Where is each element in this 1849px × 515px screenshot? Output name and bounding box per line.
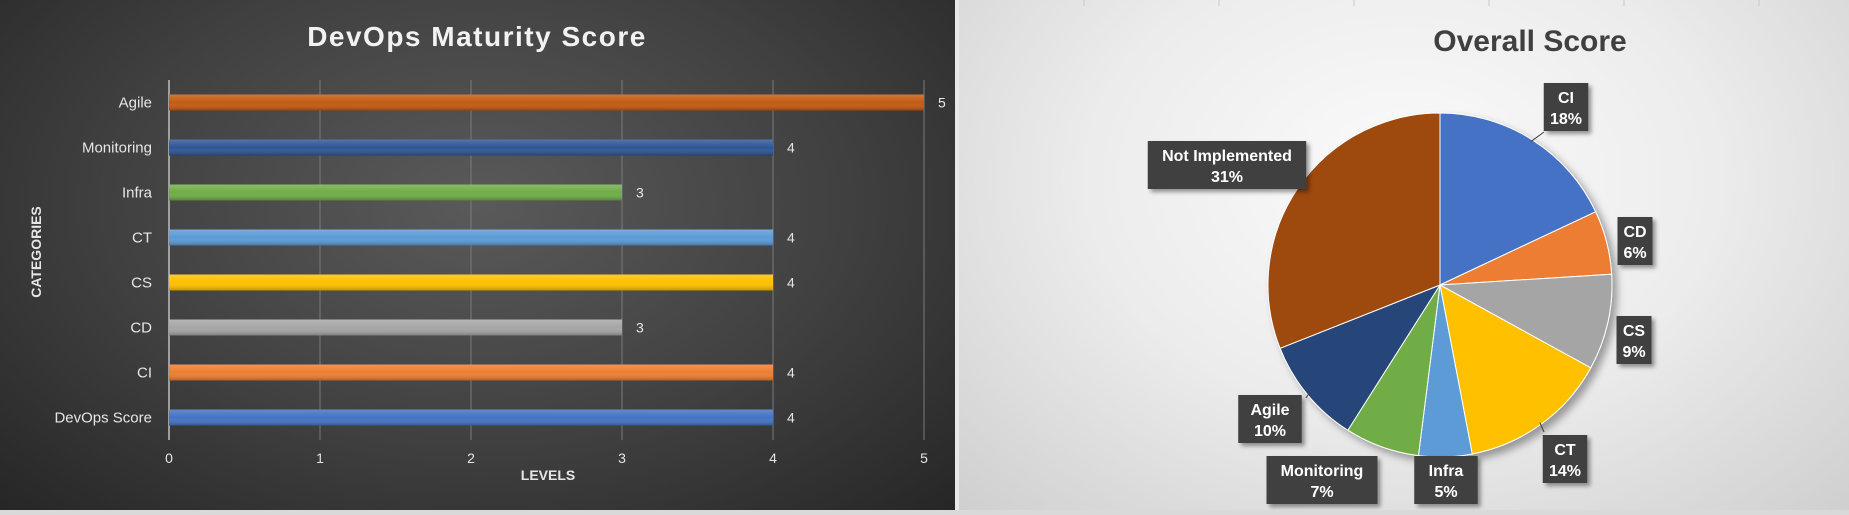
bar-shade xyxy=(169,274,773,291)
bar-value-labels: 5 4 3 4 4 3 4 4 xyxy=(636,95,946,426)
bar-series xyxy=(169,94,924,426)
x-tick-label: 1 xyxy=(316,450,324,466)
slice-percent: 14% xyxy=(1549,463,1581,480)
bar-value-label: 4 xyxy=(787,365,795,381)
bar-x-tick-labels: 0 1 2 3 4 5 xyxy=(165,450,928,466)
slice-percent: 18% xyxy=(1550,111,1582,128)
bar-value-label: 3 xyxy=(636,185,644,201)
category-label: Infra xyxy=(122,185,153,202)
pie-label-infra: Infra 5% xyxy=(1414,456,1478,504)
leader-line xyxy=(1539,422,1545,433)
label-box xyxy=(1266,456,1378,504)
category-label: Agile xyxy=(119,95,152,112)
bar-value-label: 3 xyxy=(636,320,644,336)
slice-percent: 9% xyxy=(1622,344,1645,361)
bar-shade xyxy=(169,409,773,426)
pie-label-cs: CS 9% xyxy=(1616,316,1652,364)
pie-chart: Overall Score CI 18% CD 6% CS 9% CT 14% Infra 5% M… xyxy=(1147,25,1653,504)
slice-name: CI xyxy=(1558,90,1574,107)
label-box xyxy=(1616,316,1652,364)
pie-leader-lines xyxy=(1299,131,1545,433)
x-tick-label: 3 xyxy=(618,450,626,466)
slice-name: Not Implemented xyxy=(1162,148,1292,165)
category-label: CT xyxy=(132,230,152,247)
y-axis-title: CATEGORIES xyxy=(28,206,44,298)
bar-shade xyxy=(169,94,924,111)
category-label: DevOps Score xyxy=(54,410,152,427)
pie-label-ct: CT 14% xyxy=(1542,435,1588,483)
leader-line xyxy=(1530,131,1545,142)
bar-value-label: 4 xyxy=(787,140,795,156)
leader-line xyxy=(1299,188,1302,191)
slice-name: Monitoring xyxy=(1281,463,1364,480)
label-box xyxy=(1617,217,1653,265)
pie-chart-title: Overall Score xyxy=(1433,25,1626,58)
x-tick-label: 0 xyxy=(165,450,173,466)
pie-data-labels: CI 18% CD 6% CS 9% CT 14% Infra 5% Monitoring 7% Agi… xyxy=(1147,83,1653,504)
bar-chart-panel: DevOps Maturity Score Agile Monitoring Inf… xyxy=(0,0,955,510)
leader-line xyxy=(1305,393,1310,399)
pie-label-agile: Agile 10% xyxy=(1238,395,1302,443)
bar-value-label: 4 xyxy=(787,410,795,426)
bar-monitoring xyxy=(169,139,773,156)
bar-ci xyxy=(169,364,773,381)
x-tick-label: 4 xyxy=(769,450,777,466)
bar-value-label: 5 xyxy=(938,95,946,111)
pie-slice-agile xyxy=(1279,283,1442,431)
label-box xyxy=(1414,456,1478,504)
pie-chart-panel: Overall Score CI 18% CD 6% CS 9% CT 14% Infra 5% M… xyxy=(959,0,1849,510)
bar-infra xyxy=(169,184,622,201)
slice-name: CS xyxy=(1623,323,1646,340)
label-box xyxy=(1238,395,1302,443)
bar-ct xyxy=(169,229,773,246)
bar-shade xyxy=(169,319,622,336)
pie-label-ci: CI 18% xyxy=(1543,83,1589,131)
slice-name: Infra xyxy=(1429,463,1464,480)
bar-shade xyxy=(169,139,773,156)
slice-name: CT xyxy=(1554,442,1576,459)
pie-slice-cs xyxy=(1438,273,1613,369)
slice-percent: 7% xyxy=(1310,484,1333,501)
bar-value-label: 4 xyxy=(787,230,795,246)
slice-percent: 6% xyxy=(1623,245,1646,262)
label-box xyxy=(1542,435,1588,483)
slice-percent: 5% xyxy=(1434,484,1457,501)
bar-agile xyxy=(169,94,924,111)
slice-name: CD xyxy=(1623,224,1646,241)
bar-cs xyxy=(169,274,773,291)
category-label: CD xyxy=(130,320,152,337)
bar-chart-title: DevOps Maturity Score xyxy=(307,21,647,52)
bar-cd xyxy=(169,319,622,336)
category-label: CS xyxy=(131,275,152,292)
pie-slices xyxy=(1267,112,1613,458)
slice-percent: 10% xyxy=(1254,423,1286,440)
category-label: CI xyxy=(137,365,152,382)
bar-gridlines xyxy=(168,80,925,440)
slice-percent: 31% xyxy=(1211,169,1243,186)
bar-shade xyxy=(169,184,622,201)
panel-divider xyxy=(955,0,959,510)
label-box xyxy=(1147,141,1307,189)
bar-devops-score xyxy=(169,409,773,426)
x-tick-label: 5 xyxy=(920,450,928,466)
pie-label-cd: CD 6% xyxy=(1617,217,1653,265)
category-label: Monitoring xyxy=(82,140,152,157)
bar-chart: DevOps Maturity Score Agile Monitoring Inf… xyxy=(28,21,946,483)
bar-shade xyxy=(169,229,773,246)
slice-name: Agile xyxy=(1250,402,1289,419)
label-box xyxy=(1543,83,1589,131)
bar-category-labels: Agile Monitoring Infra CT CS CD CI DevOps Score xyxy=(54,95,152,427)
bar-value-label: 4 xyxy=(787,275,795,291)
bar-shade xyxy=(169,364,773,381)
x-tick-label: 2 xyxy=(467,450,475,466)
pie-label-not-implemented: Not Implemented 31% xyxy=(1147,141,1307,189)
pie-label-monitoring: Monitoring 7% xyxy=(1266,456,1378,504)
x-axis-title: LEVELS xyxy=(521,467,575,483)
pie-slice-ci xyxy=(1439,112,1597,286)
